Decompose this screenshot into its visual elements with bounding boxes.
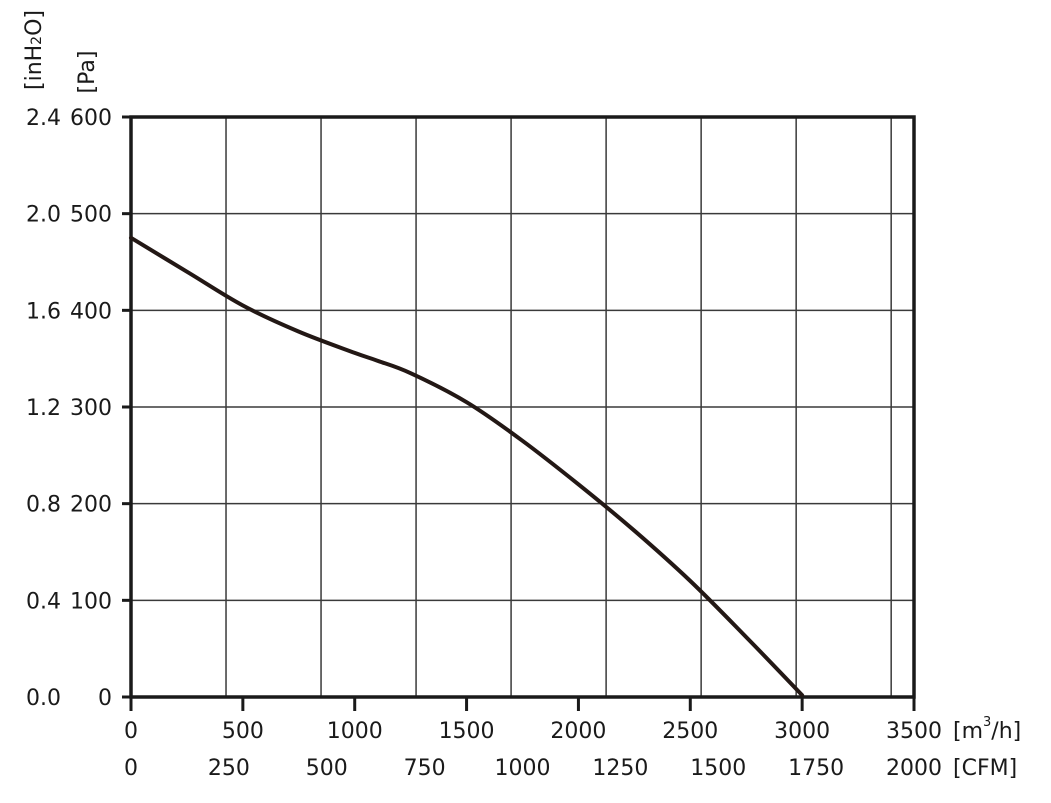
x-tick-label-m3h: 2500 (662, 719, 718, 744)
y-tick-label-pa: 200 (70, 493, 112, 518)
y-tick-label-pa: 0 (98, 686, 112, 711)
y-tick-label-inh2o: 0.0 (26, 686, 61, 711)
y-tick-label-inh2o: 0.4 (26, 589, 61, 614)
plot-frame (129, 115, 916, 699)
x-tick-label-cfm: 0 (124, 756, 138, 781)
x-unit-m3h: [m3/h] (953, 715, 1021, 744)
y-tick-label-inh2o: 2.0 (26, 203, 61, 228)
y-tick-label-inh2o: 0.8 (26, 493, 61, 518)
x-tick-label-cfm: 2000 (886, 756, 942, 781)
x-tick-label-m3h: 500 (222, 719, 264, 744)
curve-layer (129, 235, 805, 698)
x-tick-label-m3h: 3000 (774, 719, 830, 744)
y-tick-label-pa: 300 (70, 396, 112, 421)
x-tick-label-m3h: 1000 (327, 719, 383, 744)
x-tick-label-cfm: 1000 (495, 756, 551, 781)
x-tick-label-m3h: 2000 (550, 719, 606, 744)
y-tick-label-inh2o: 2.4 (26, 106, 61, 131)
y-unit-inh2o: [inH2O] (22, 10, 47, 90)
axes (122, 115, 916, 711)
x-tick-label-cfm: 500 (306, 756, 348, 781)
tick-labels: 0 100 200 300 400 500 600 0.0 0.4 0.8 1.2 1.6 2.0 2.4… (22, 10, 1021, 781)
x-tick-label-cfm: 1500 (690, 756, 746, 781)
y-unit-pa: [Pa] (75, 51, 100, 94)
y-tick-label-pa: 400 (70, 299, 112, 324)
y-tick-label-pa: 600 (70, 106, 112, 131)
x-tick-label-m3h: 3500 (886, 719, 942, 744)
x-tick-label-cfm: 1750 (788, 756, 844, 781)
x-tick-label-m3h: 1500 (439, 719, 495, 744)
performance-curve (129, 235, 805, 698)
y-tick-label-inh2o: 1.2 (26, 396, 61, 421)
y-tick-label-pa: 500 (70, 203, 112, 228)
x-tick-label-cfm: 250 (208, 756, 250, 781)
y-tick-label-inh2o: 1.6 (26, 299, 61, 324)
x-tick-label-cfm: 1250 (592, 756, 648, 781)
x-tick-label-m3h: 0 (124, 719, 138, 744)
grid-lines (131, 117, 914, 697)
x-tick-label-cfm: 750 (404, 756, 446, 781)
x-unit-cfm: [CFM] (953, 756, 1017, 781)
y-tick-label-pa: 100 (70, 589, 112, 614)
